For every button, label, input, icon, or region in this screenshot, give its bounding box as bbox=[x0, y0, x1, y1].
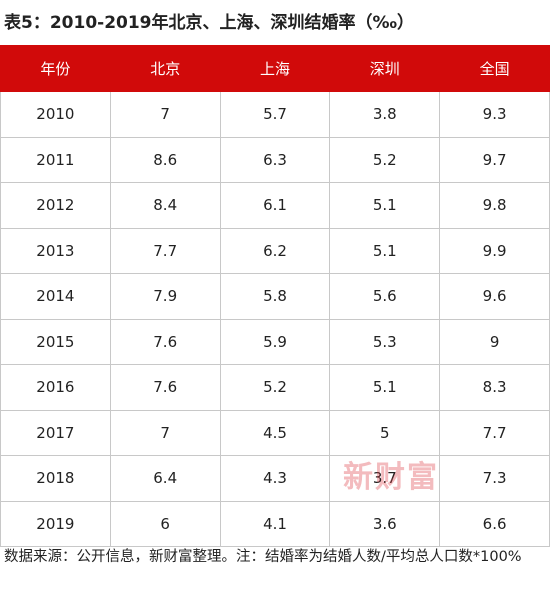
table-row: 2016 7.6 5.2 5.1 8.3 bbox=[0, 364, 550, 411]
table-row: 2011 8.6 6.3 5.2 9.7 bbox=[0, 136, 550, 183]
footnote: 数据来源：公开信息，新财富整理。注：结婚率为结婚人数/平均总人口数*100% bbox=[4, 549, 522, 565]
year-cell: 2011 bbox=[0, 136, 111, 183]
value-cell: 5.3 bbox=[329, 318, 441, 365]
value-cell: 9.9 bbox=[439, 227, 550, 274]
value-cell: 5.1 bbox=[329, 182, 441, 229]
value-cell: 5.7 bbox=[219, 91, 331, 138]
table-row: 2017 7 4.5 5 7.7 bbox=[0, 409, 550, 456]
year-cell: 2017 bbox=[0, 409, 111, 456]
value-cell: 7 bbox=[109, 91, 221, 138]
value-cell: 7.6 bbox=[109, 318, 221, 365]
value-cell: 5.2 bbox=[329, 136, 441, 183]
value-cell: 7.7 bbox=[439, 409, 550, 456]
year-cell: 2012 bbox=[0, 182, 111, 229]
watermark: 新财富 bbox=[343, 460, 439, 495]
value-cell: 5.1 bbox=[329, 364, 441, 411]
value-cell: 6 bbox=[109, 500, 221, 547]
column-header: 上海 bbox=[219, 45, 331, 92]
column-header: 年份 bbox=[0, 45, 111, 92]
value-cell: 4.3 bbox=[219, 455, 331, 502]
value-cell: 9.8 bbox=[439, 182, 550, 229]
year-cell: 2016 bbox=[0, 364, 111, 411]
value-cell: 4.5 bbox=[219, 409, 331, 456]
column-header: 深圳 bbox=[329, 45, 441, 92]
value-cell: 7 bbox=[109, 409, 221, 456]
value-cell: 7.3 bbox=[439, 455, 550, 502]
header-row: 年份 北京 上海 深圳 全国 bbox=[0, 45, 550, 92]
value-cell: 5.9 bbox=[219, 318, 331, 365]
value-cell: 9.7 bbox=[439, 136, 550, 183]
year-cell: 2013 bbox=[0, 227, 111, 274]
table-row: 2019 6 4.1 3.6 6.6 bbox=[0, 500, 550, 547]
value-cell: 8.6 bbox=[109, 136, 221, 183]
year-cell: 2010 bbox=[0, 91, 111, 138]
table-title: 表5：2010-2019年北京、上海、深圳结婚率（‰） bbox=[4, 13, 414, 33]
value-cell: 6.2 bbox=[219, 227, 331, 274]
value-cell: 5.2 bbox=[219, 364, 331, 411]
value-cell: 3.6 bbox=[329, 500, 441, 547]
year-cell: 2015 bbox=[0, 318, 111, 365]
year-cell: 2019 bbox=[0, 500, 111, 547]
value-cell: 7.7 bbox=[109, 227, 221, 274]
value-cell: 8.4 bbox=[109, 182, 221, 229]
value-cell: 5.6 bbox=[329, 273, 441, 320]
value-cell: 5.8 bbox=[219, 273, 331, 320]
value-cell: 6.1 bbox=[219, 182, 331, 229]
table-row: 2018 6.4 4.3 3.7 7.3 bbox=[0, 455, 550, 502]
year-cell: 2014 bbox=[0, 273, 111, 320]
value-cell: 9.3 bbox=[439, 91, 550, 138]
value-cell: 6.3 bbox=[219, 136, 331, 183]
value-cell: 3.7 bbox=[329, 455, 441, 502]
column-header: 全国 bbox=[439, 45, 550, 92]
value-cell: 9.6 bbox=[439, 273, 550, 320]
table-row: 2014 7.9 5.8 5.6 9.6 bbox=[0, 273, 550, 320]
table-row: 2012 8.4 6.1 5.1 9.8 bbox=[0, 182, 550, 229]
value-cell: 7.9 bbox=[109, 273, 221, 320]
table-body: 2010 7 5.7 3.8 9.3 2011 8.6 6.3 5.2 9.7 2012 8.4 6.1… bbox=[0, 91, 550, 547]
data-table: 年份 北京 上海 深圳 全国 2010 7 5.7 3.8 9.3 2011 8.6 6.3 5.2 9.… bbox=[0, 45, 550, 547]
table-row: 2010 7 5.7 3.8 9.3 bbox=[0, 91, 550, 138]
value-cell: 6.4 bbox=[109, 455, 221, 502]
value-cell: 7.6 bbox=[109, 364, 221, 411]
table-row: 2013 7.7 6.2 5.1 9.9 bbox=[0, 227, 550, 274]
table-row: 2015 7.6 5.9 5.3 9 bbox=[0, 318, 550, 365]
value-cell: 3.8 bbox=[329, 91, 441, 138]
value-cell: 5 bbox=[329, 409, 441, 456]
value-cell: 5.1 bbox=[329, 227, 441, 274]
column-header: 北京 bbox=[109, 45, 221, 92]
value-cell: 4.1 bbox=[219, 500, 331, 547]
year-cell: 2018 bbox=[0, 455, 111, 502]
value-cell: 6.6 bbox=[439, 500, 550, 547]
value-cell: 9 bbox=[439, 318, 550, 365]
value-cell: 8.3 bbox=[439, 364, 550, 411]
